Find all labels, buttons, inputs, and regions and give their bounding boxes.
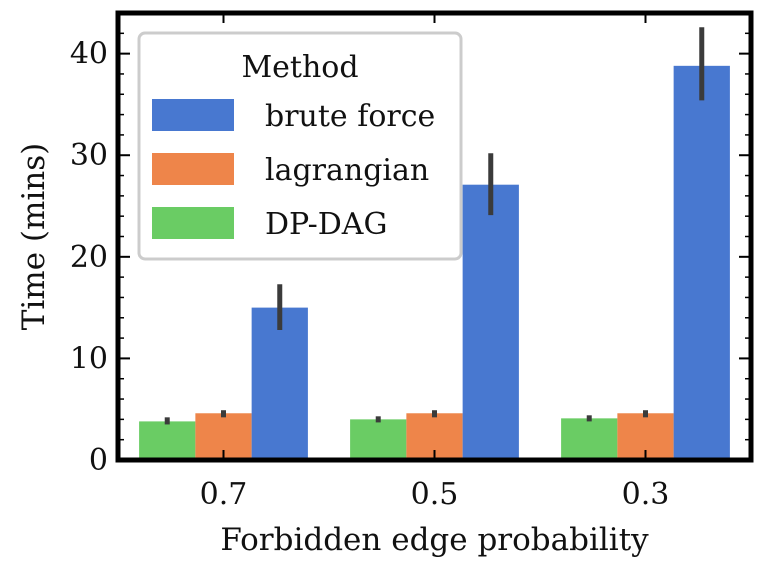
tick-labels-layer: 0.7 0.5 0.3 0 10 20 30 40 (70, 37, 670, 512)
plot-frame (115, 10, 754, 463)
legend: Method brute force lagrangian DP-DAG (137, 31, 463, 261)
bar-brute-force-0.5 (462, 184, 519, 460)
y-tick-label-0: 0 (89, 443, 108, 478)
x-tick-label-0.5: 0.5 (411, 477, 459, 512)
bar-dp-dag-0.7 (139, 421, 196, 460)
legend-title: Method (241, 50, 358, 85)
bar-brute-force-0.7 (251, 307, 308, 460)
bar-brute-force-0.3 (673, 65, 730, 460)
y-axis-title: Time (mins) (16, 143, 52, 331)
x-axis-title: Forbidden edge probability (220, 522, 649, 558)
y-tick-label-20: 20 (70, 240, 108, 275)
legend-items: brute force lagrangian DP-DAG (152, 99, 435, 242)
y-tick-label-30: 30 (70, 138, 108, 173)
legend-label-brute-force: brute force (265, 99, 435, 134)
y-tick-label-10: 10 (70, 341, 108, 376)
y-tick-label-40: 40 (70, 37, 108, 72)
bar-dp-dag-0.3 (561, 418, 618, 460)
legend-label-dp-dag: DP-DAG (265, 207, 387, 242)
legend-swatch-dp-dag (152, 207, 234, 239)
x-tick-label-0.3: 0.3 (622, 477, 670, 512)
legend-box (137, 31, 463, 261)
legend-swatch-brute-force (152, 99, 234, 131)
errorbars-layer (164, 27, 705, 425)
x-tick-label-0.7: 0.7 (200, 477, 248, 512)
legend-swatch-lagrangian (152, 153, 234, 185)
bar-dp-dag-0.5 (350, 419, 407, 460)
legend-label-lagrangian: lagrangian (265, 153, 429, 188)
